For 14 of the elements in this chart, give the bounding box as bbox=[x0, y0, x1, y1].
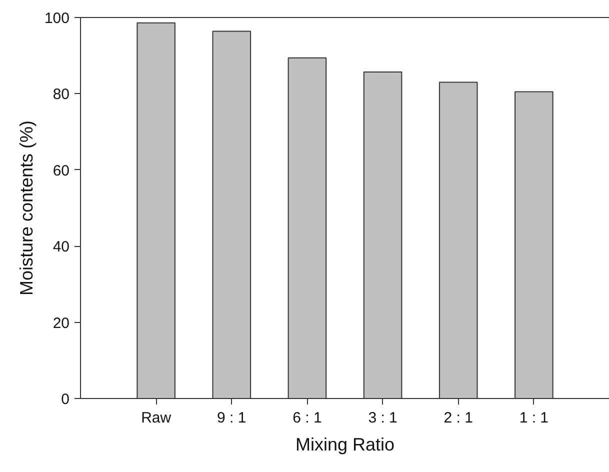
y-tick-label: 40 bbox=[52, 238, 70, 256]
y-tick-label: 0 bbox=[61, 391, 70, 408]
x-axis-title: Mixing Ratio bbox=[295, 434, 395, 454]
y-axis-title: Moisture contents (%) bbox=[16, 120, 36, 296]
y-tick-label: 20 bbox=[52, 314, 70, 332]
x-tick-label: 6 : 1 bbox=[292, 410, 322, 426]
x-tick-label: 2 : 1 bbox=[444, 410, 473, 426]
y-tick-label: 80 bbox=[52, 86, 70, 104]
x-tick-label: 1 : 1 bbox=[519, 410, 549, 426]
y-tick-label: 60 bbox=[52, 162, 70, 180]
x-tick-label: 3 : 1 bbox=[368, 410, 398, 426]
x-tick-label: 9 : 1 bbox=[217, 410, 246, 426]
x-tick-label: Raw bbox=[141, 410, 172, 426]
y-tick-label: 100 bbox=[44, 10, 70, 27]
